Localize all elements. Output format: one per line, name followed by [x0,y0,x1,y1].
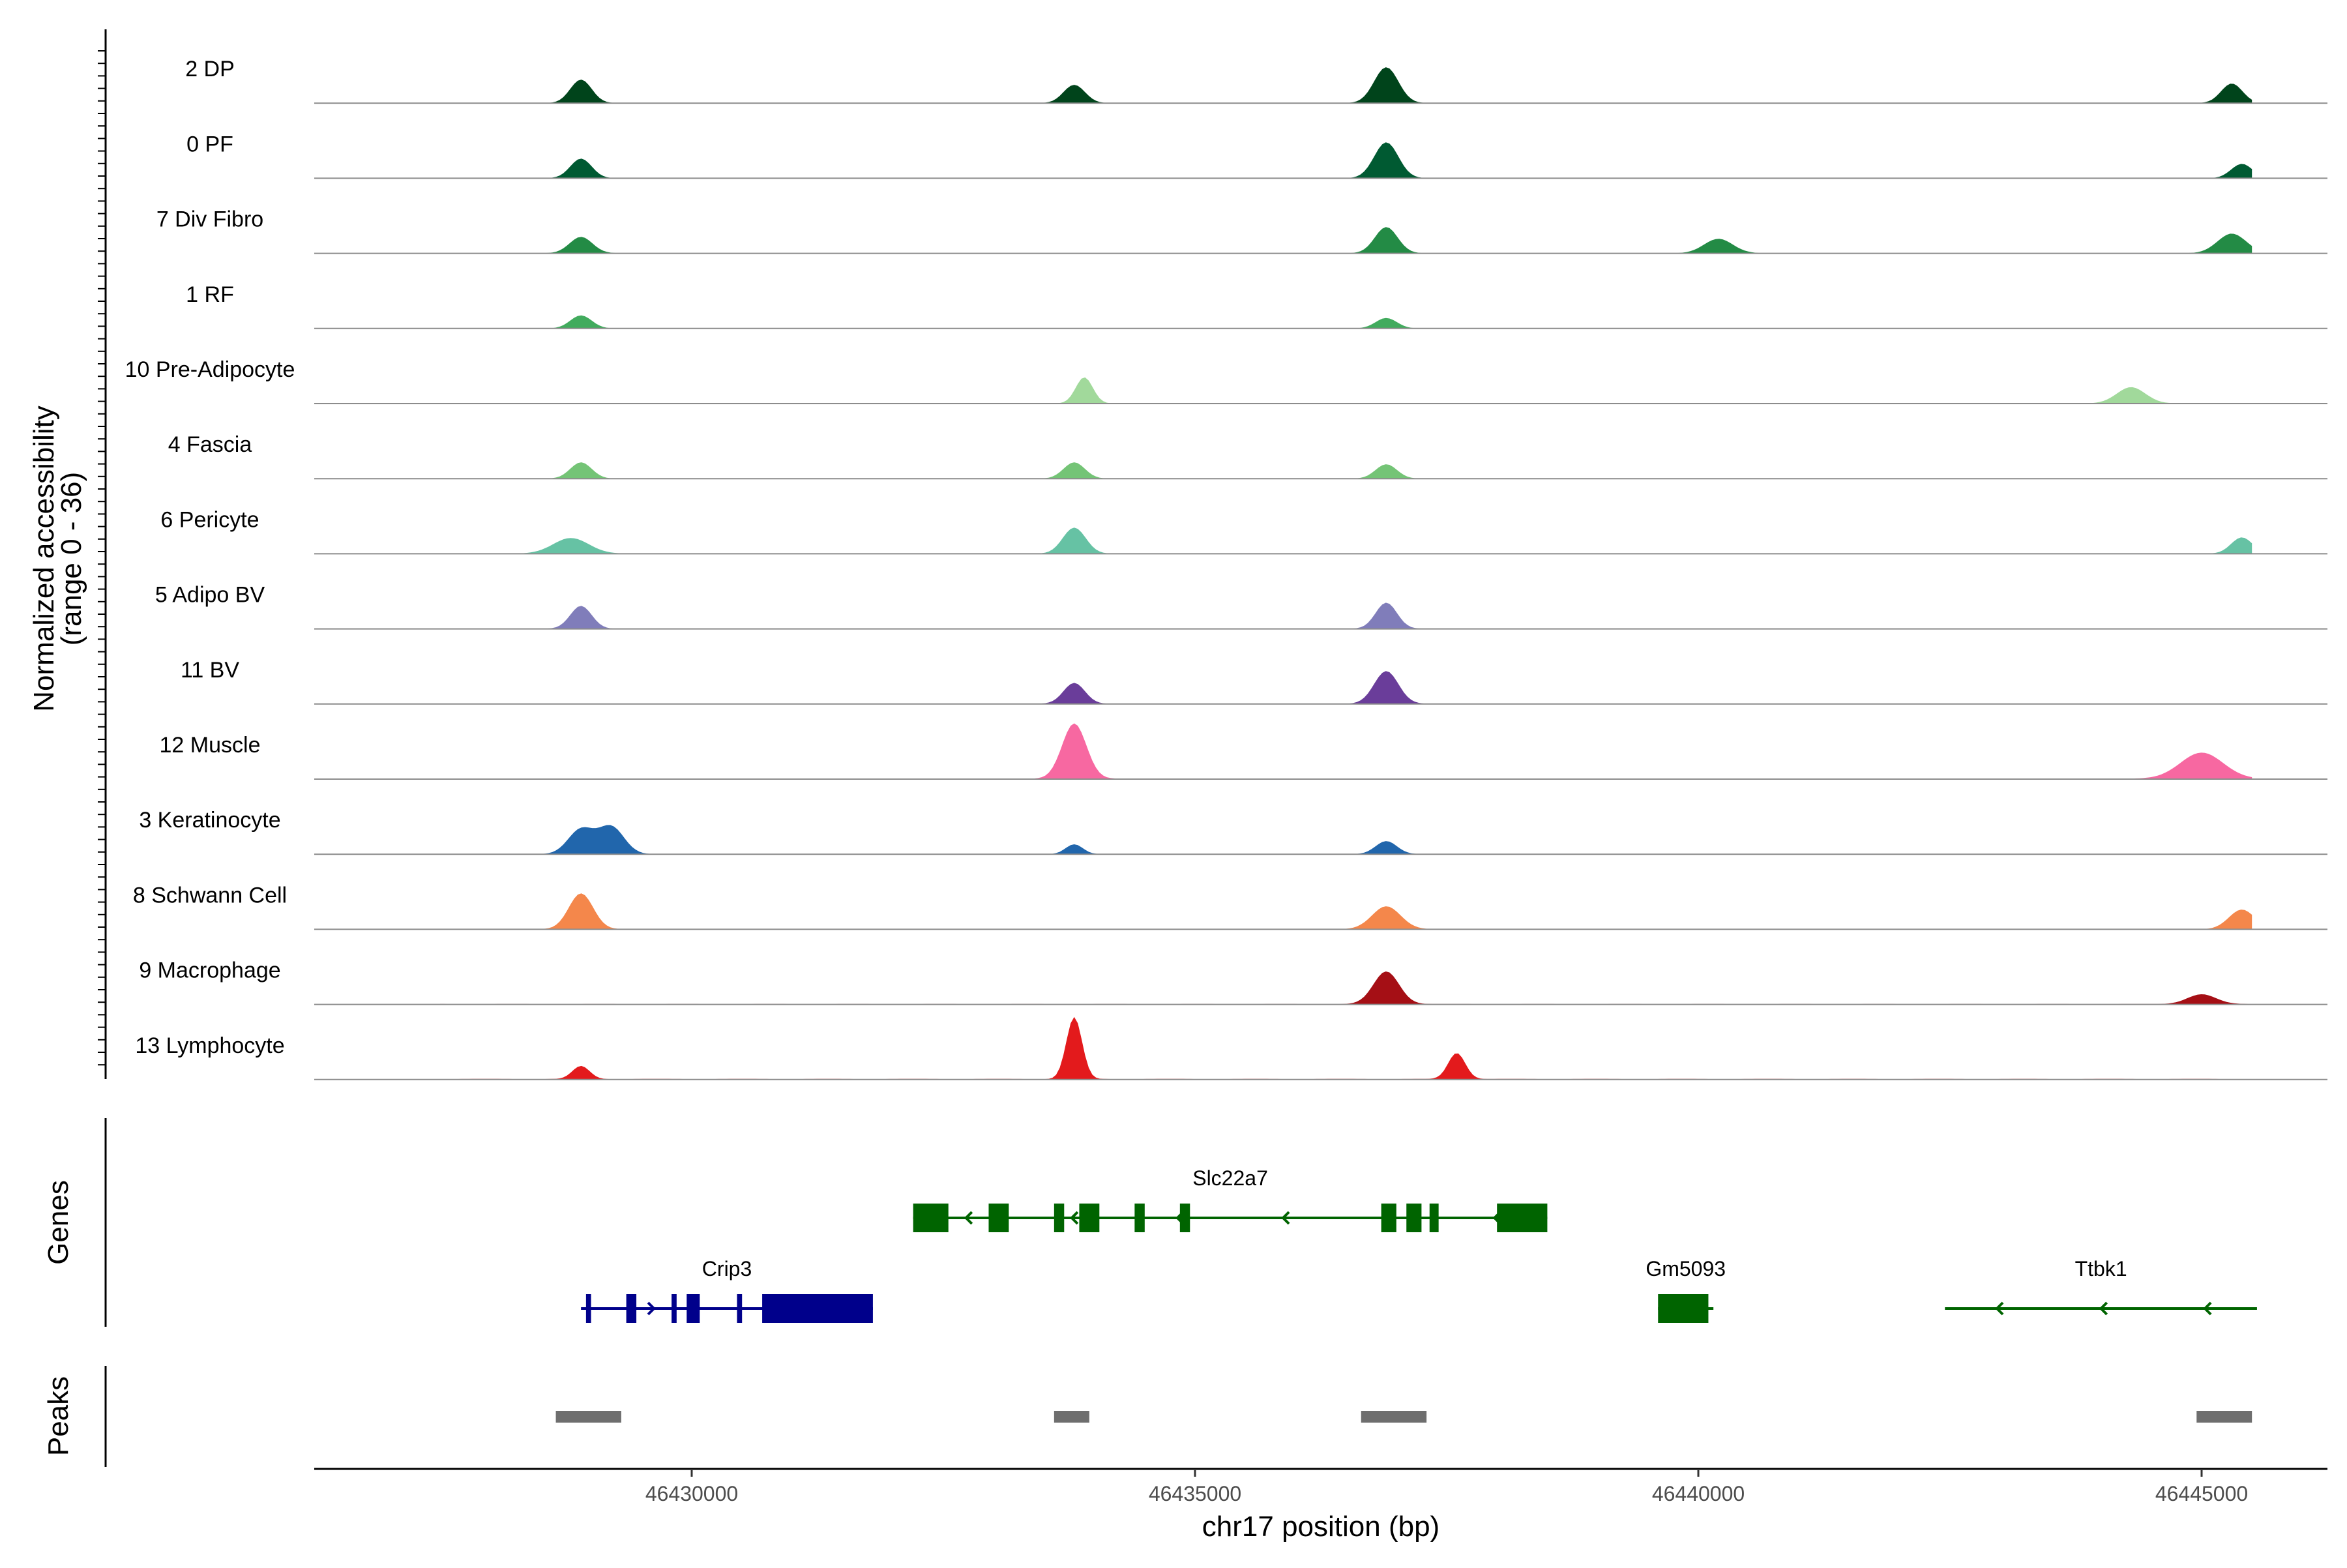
coverage-area [440,602,2252,629]
coverage-area [440,315,2252,329]
coverage-area [440,893,2252,930]
strand-arrow [2099,1301,2108,1316]
track-label: 3 Keratinocyte [139,808,280,833]
track-label: 4 Fascia [168,432,252,457]
peaks-panel-label: Peaks [42,1376,74,1456]
x-tick-label: 46440000 [1652,1482,1745,1505]
exon [1179,1204,1190,1232]
coverage-area [440,825,2252,855]
exon [913,1204,949,1232]
exon [672,1294,677,1323]
track-label: 5 Adipo BV [155,583,265,608]
track-label: 0 PF [186,132,233,156]
coverage-area [440,142,2252,179]
track-label: 10 Pre-Adipocyte [125,357,295,382]
track-label: 13 Lymphocyte [135,1033,284,1058]
track-label: 2 DP [185,57,235,81]
coverage-y-title-line1: Normalized accessibility [28,406,60,711]
strand-arrow [1281,1211,1290,1225]
x-axis-title: chr17 position (bp) [1202,1511,1439,1543]
exon [988,1204,1009,1232]
peak-region [1054,1411,1089,1423]
strand-arrow [2203,1301,2212,1316]
exon [1134,1204,1145,1232]
coverage-y-title-line2: (range 0 - 36) [55,472,87,646]
gene-label: Slc22a7 [1192,1166,1268,1190]
genes-panel-label: Genes [42,1180,74,1265]
exon [626,1294,637,1323]
peak-region [555,1411,621,1423]
track-label: 8 Schwann Cell [133,883,287,908]
exon [1497,1204,1548,1232]
x-axis-ticks: 46430000 46435000 46440000 46445000 [645,1469,2248,1505]
exon [1658,1294,1709,1323]
exon [737,1294,743,1323]
coverage-area [440,971,2252,1005]
coverage-area [440,462,2252,479]
coverage-area [440,377,2252,404]
track-label: 11 BV [181,658,239,683]
track-label: 7 Div Fibro [156,207,263,232]
coverage-area [440,671,2252,704]
exon [1079,1204,1100,1232]
track-label: 12 Muscle [160,733,261,758]
track-label: 6 Pericyte [160,507,259,532]
coverage-area [440,1016,2252,1080]
exon [762,1294,873,1323]
exon [1381,1204,1396,1232]
coverage-area [440,227,2252,254]
x-tick-label: 46435000 [1149,1482,1241,1505]
gene-label: Crip3 [702,1257,752,1280]
strand-arrow [1070,1211,1079,1225]
exon [1054,1204,1065,1232]
coverage-y-axis-ticks [98,50,106,1066]
strand-arrow [964,1211,973,1225]
gene-annotations: Slc22a7 Crip3 Gm5093 Ttbk1 [581,1166,2257,1323]
exon [1429,1204,1439,1232]
gene-label: Gm5093 [1646,1257,1726,1280]
peak-region [1361,1411,1427,1423]
strand-arrow [1995,1301,2004,1316]
coverage-tracks: 2 DP 0 PF 7 Div Fibro 1 RF 10 Pre-Adipocyte 4… [125,57,2327,1080]
coverage-area [440,527,2252,554]
strand-arrow [647,1301,656,1316]
gene-label: Ttbk1 [2075,1257,2127,1280]
exon [1406,1204,1422,1232]
exon [686,1294,700,1323]
track-label: 1 RF [186,282,234,307]
peak-region [2196,1411,2252,1423]
track-label: 9 Macrophage [139,958,280,983]
x-tick-label: 46445000 [2155,1482,2248,1505]
coverage-area [440,723,2252,779]
peak-regions [555,1411,2252,1423]
x-tick-label: 46430000 [645,1482,738,1505]
coverage-area [440,67,2252,104]
exon [585,1294,591,1323]
